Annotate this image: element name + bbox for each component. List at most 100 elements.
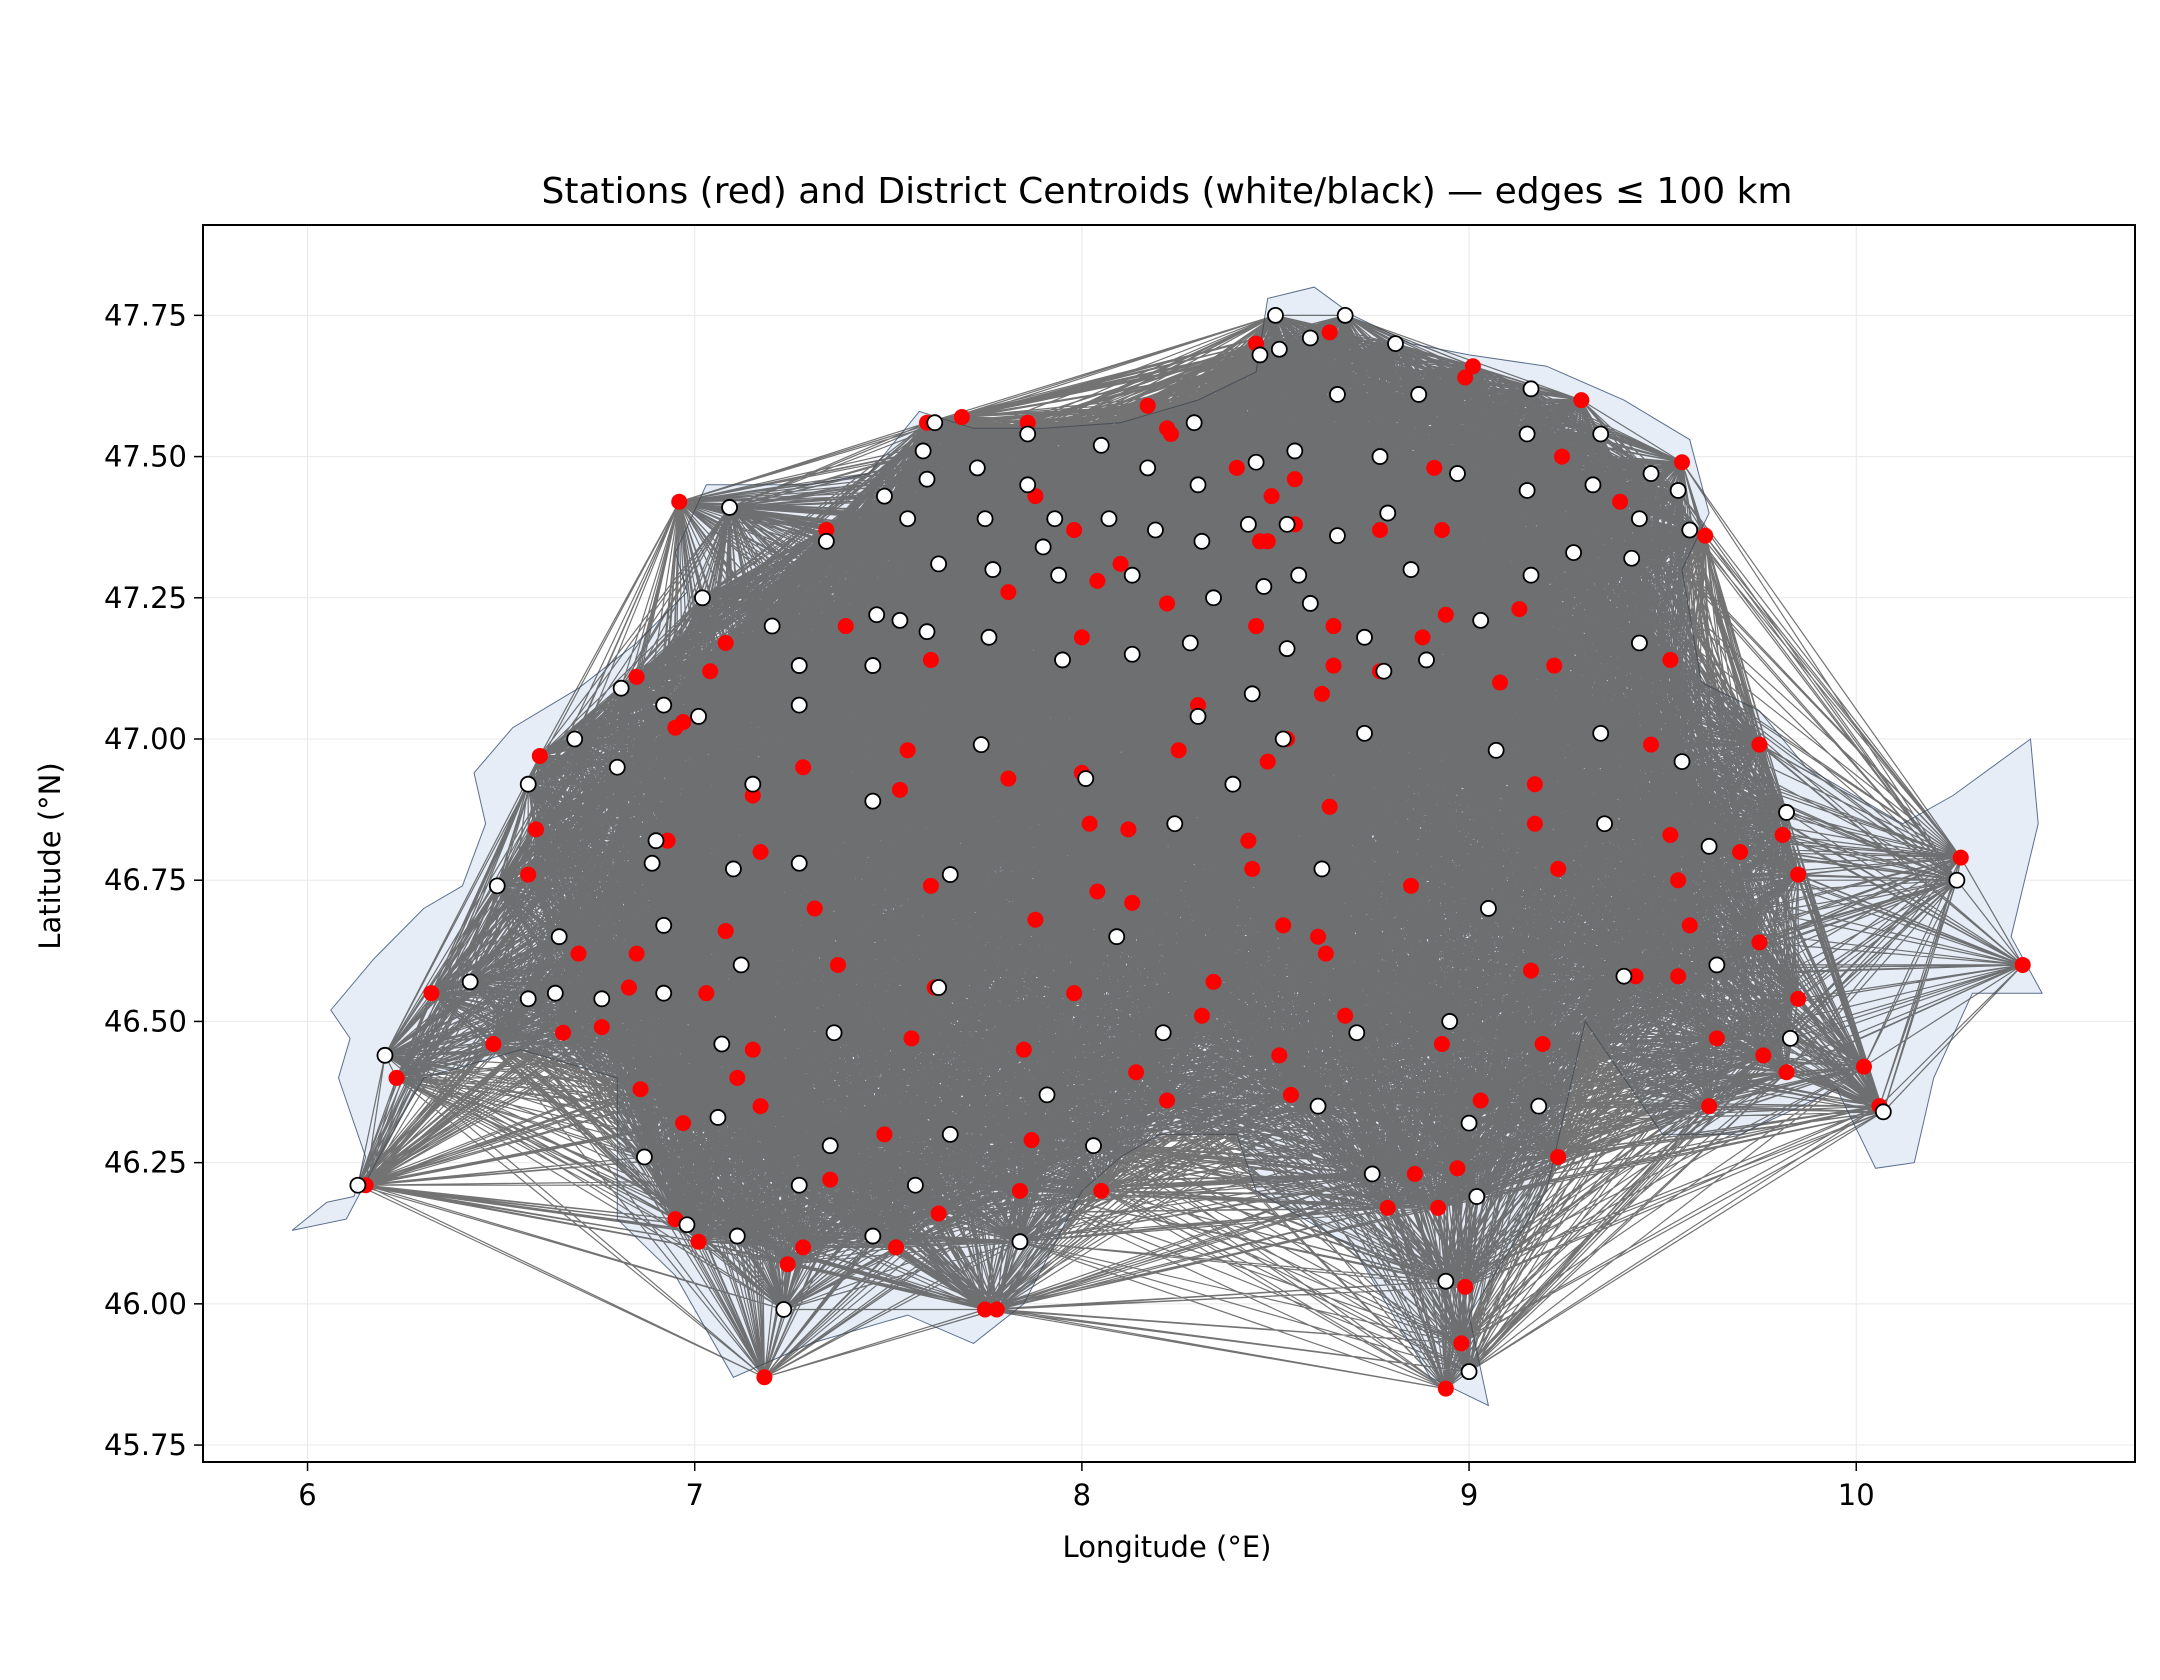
- station-point: [1433, 1036, 1450, 1053]
- station-point: [1697, 527, 1714, 544]
- station-point: [1492, 674, 1509, 691]
- centroid-point: [566, 730, 584, 748]
- station-point: [752, 1098, 769, 1115]
- station-point: [690, 1233, 707, 1250]
- station-point: [1670, 872, 1687, 889]
- station-point: [1089, 883, 1106, 900]
- centroid-point: [790, 657, 808, 674]
- centroid-point: [1274, 730, 1292, 748]
- centroid-point: [546, 984, 564, 1002]
- station-point: [1430, 1199, 1447, 1216]
- station-point: [1081, 815, 1098, 832]
- station-point: [922, 651, 939, 668]
- centroid-point: [1193, 532, 1211, 550]
- centroid-point: [1270, 340, 1288, 358]
- centroid-point: [1356, 628, 1373, 646]
- station-point: [675, 714, 692, 731]
- centroid-point: [1019, 476, 1037, 494]
- station-point: [1372, 522, 1389, 539]
- centroid-point: [972, 736, 990, 754]
- y-tick-label: 47.25: [104, 581, 187, 615]
- station-point: [1282, 1086, 1299, 1103]
- station-point: [1321, 798, 1338, 815]
- station-point: [903, 1030, 920, 1047]
- centroid-point: [864, 792, 882, 810]
- station-point: [795, 1239, 812, 1256]
- centroid-point: [1255, 578, 1273, 595]
- station-point: [632, 1081, 649, 1098]
- station-point: [698, 985, 715, 1002]
- centroid-point: [1522, 380, 1540, 398]
- centroid-point: [817, 532, 835, 550]
- station-point: [744, 1041, 761, 1058]
- centroid-point: [1778, 804, 1795, 821]
- centroid-point: [914, 442, 932, 460]
- station-point: [806, 900, 823, 917]
- station-point: [1406, 1165, 1423, 1182]
- station-point: [779, 1256, 796, 1273]
- centroid-point: [1247, 453, 1265, 471]
- centroid-point: [1011, 1233, 1029, 1251]
- centroid-point: [1449, 465, 1466, 482]
- centroid-point: [825, 1024, 843, 1042]
- station-point: [1402, 877, 1419, 894]
- centroid-point: [713, 1035, 731, 1053]
- station-point: [1313, 685, 1330, 702]
- station-point: [1000, 584, 1017, 601]
- centroid-point: [1565, 544, 1582, 562]
- station-point: [1337, 1007, 1354, 1024]
- centroid-point: [1224, 775, 1242, 793]
- centroid-point: [1441, 1013, 1459, 1030]
- centroid-point: [1147, 521, 1164, 539]
- centroid-point: [1154, 1024, 1172, 1042]
- centroid-point: [1085, 1137, 1102, 1155]
- station-point: [717, 634, 734, 651]
- station-point: [1120, 821, 1137, 838]
- station-point: [1112, 555, 1129, 572]
- centroid-point: [612, 679, 630, 697]
- station-point: [1259, 533, 1276, 550]
- centroid-point: [655, 696, 673, 714]
- centroid-point: [488, 877, 506, 895]
- centroid-point: [1437, 1272, 1455, 1290]
- station-point: [1023, 1132, 1040, 1149]
- centroid-point: [593, 990, 611, 1008]
- station-point: [1193, 1007, 1210, 1024]
- station-point: [593, 1019, 610, 1036]
- station-point: [717, 923, 734, 940]
- centroid-point: [864, 657, 882, 674]
- centroid-point: [1418, 651, 1435, 669]
- centroid-point: [1700, 837, 1718, 855]
- station-point: [628, 668, 645, 685]
- centroid-point: [1379, 504, 1397, 522]
- station-point: [1170, 742, 1187, 759]
- centroid-point: [1782, 1029, 1799, 1047]
- station-point: [1952, 849, 1969, 866]
- centroid-point: [732, 956, 750, 974]
- centroid-point: [1267, 306, 1284, 324]
- centroid-point: [1592, 425, 1610, 443]
- centroid-point: [1243, 685, 1261, 703]
- station-point: [729, 1069, 746, 1086]
- centroid-point: [868, 606, 886, 624]
- centroid-point: [1387, 335, 1404, 353]
- centroid-point: [1631, 634, 1648, 652]
- station-point: [1790, 866, 1807, 883]
- station-point: [1426, 459, 1443, 476]
- centroid-point: [976, 510, 994, 528]
- centroid-point: [721, 499, 738, 516]
- centroid-point: [1278, 515, 1296, 533]
- station-point: [520, 866, 537, 883]
- station-point: [1073, 629, 1090, 646]
- centroid-point: [1592, 724, 1610, 742]
- centroid-point: [655, 984, 673, 1002]
- station-point: [1124, 894, 1141, 911]
- station-point: [423, 985, 440, 1002]
- station-point: [829, 956, 846, 973]
- station-point: [1755, 1047, 1772, 1064]
- centroid-point: [1518, 482, 1536, 499]
- centroid-point: [694, 589, 711, 607]
- centroid-point: [775, 1301, 793, 1318]
- y-tick-label: 46.00: [104, 1287, 187, 1321]
- station-point: [1670, 968, 1687, 985]
